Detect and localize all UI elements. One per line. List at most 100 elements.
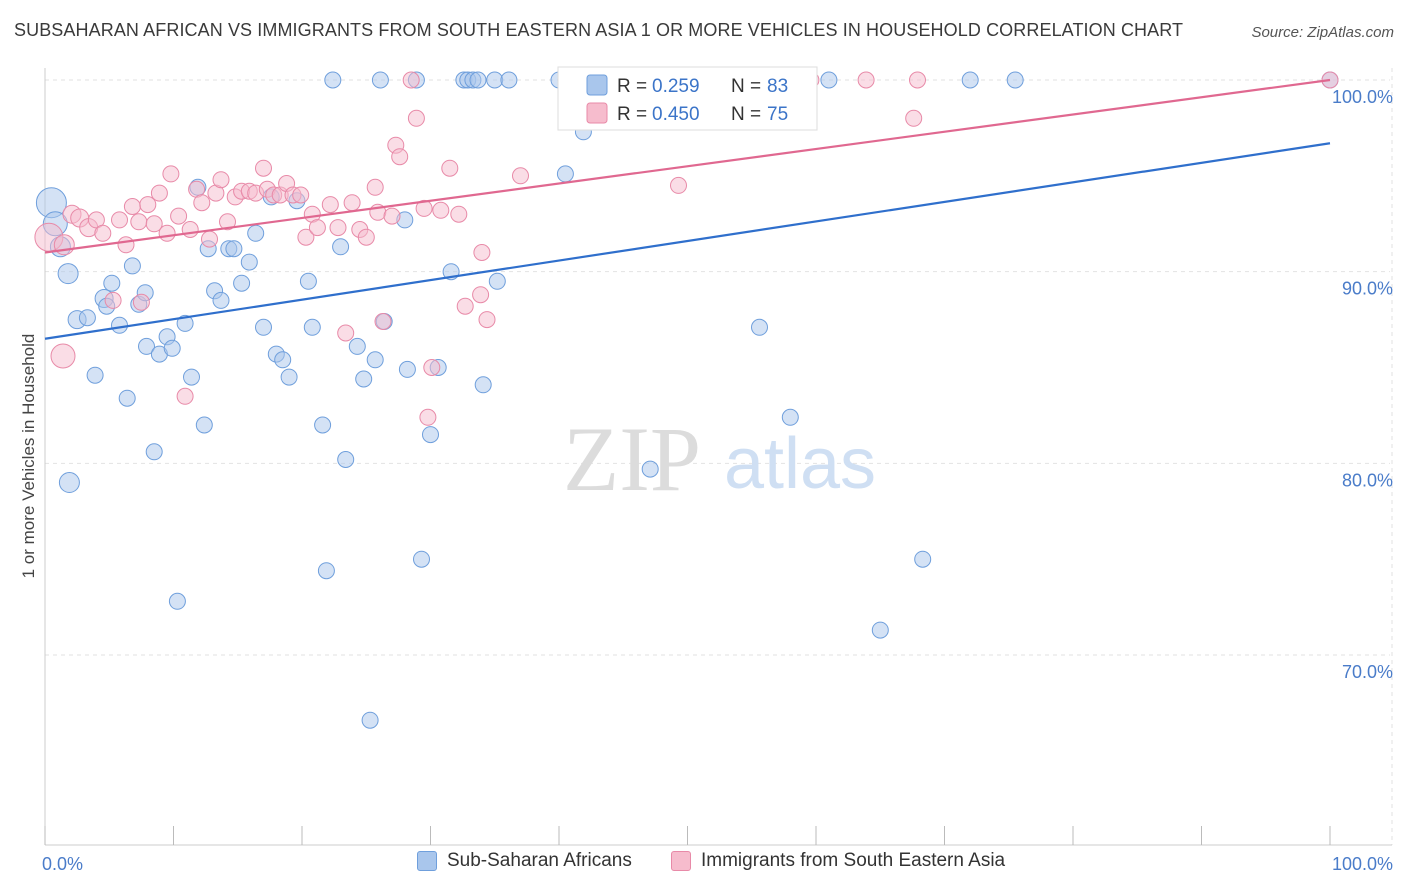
stats-n-label-pink: N = <box>731 104 761 125</box>
point-blue-56 <box>413 550 430 568</box>
point-pink-13 <box>132 293 150 311</box>
watermark: ZIP atlas <box>563 408 876 510</box>
point-blue-54 <box>398 360 416 378</box>
point-blue-6 <box>78 309 96 327</box>
point-blue-76 <box>781 408 799 426</box>
legend-item-immigrants-south-eastern-asia[interactable]: Immigrants from South Eastern Asia <box>671 850 1005 872</box>
stats-n-value-pink: 75 <box>767 104 788 125</box>
point-pink-73 <box>909 71 926 89</box>
point-pink-56 <box>415 199 433 217</box>
y-tick-label-2: 80.0% <box>1342 470 1393 490</box>
trend-line-pink <box>44 78 1331 254</box>
y-axis-label: 1 or more Vehicles in Household <box>19 334 38 579</box>
point-blue-77 <box>820 71 838 89</box>
point-blue-37 <box>274 351 292 369</box>
point-blue-80 <box>961 71 979 89</box>
point-blue-16 <box>138 337 155 355</box>
point-pink-61 <box>450 205 468 223</box>
point-pink-55 <box>407 109 425 127</box>
point-blue-17 <box>145 443 163 461</box>
stats-swatch-blue <box>586 74 608 96</box>
point-blue-50 <box>366 351 384 369</box>
point-blue-47 <box>348 337 366 355</box>
point-pink-18 <box>162 165 180 183</box>
point-pink-11 <box>123 198 141 215</box>
series-sub-saharan-africans <box>35 71 1339 729</box>
watermark-atlas: atlas <box>724 424 876 504</box>
point-pink-65 <box>478 311 496 329</box>
point-pink-15 <box>145 215 163 233</box>
point-pink-72 <box>905 109 923 127</box>
point-pink-63 <box>472 286 490 304</box>
point-blue-49 <box>361 711 379 729</box>
point-pink-32 <box>255 159 272 177</box>
point-blue-21 <box>168 592 186 610</box>
legend-swatch-blue <box>417 851 437 871</box>
point-pink-60 <box>441 159 459 177</box>
point-pink-39 <box>297 228 315 246</box>
stats-r-label-blue: R = <box>617 76 647 97</box>
point-pink-9 <box>111 211 128 229</box>
point-pink-68 <box>670 176 687 194</box>
point-pink-12 <box>130 213 148 231</box>
point-blue-66 <box>488 272 506 290</box>
stats-r-value-blue: 0.259 <box>652 76 700 97</box>
axis-layer: 100.0% 90.0% 80.0% 70.0% 0.0% 100.0% <box>42 68 1393 874</box>
point-blue-57 <box>422 426 439 444</box>
stats-r-label-pink: R = <box>617 104 647 125</box>
point-blue-75 <box>751 318 768 336</box>
point-blue-63 <box>469 71 487 89</box>
point-blue-67 <box>500 71 518 89</box>
point-pink-59 <box>432 201 450 219</box>
stats-r-value-pink: 0.450 <box>652 104 700 125</box>
point-blue-78 <box>871 621 889 639</box>
point-pink-10 <box>117 236 135 254</box>
y-tick-label-3: 70.0% <box>1342 662 1393 682</box>
point-pink-66 <box>512 167 529 185</box>
point-blue-5 <box>58 472 80 493</box>
point-blue-32 <box>240 253 258 271</box>
point-blue-43 <box>317 562 335 580</box>
source-credit: Source: ZipAtlas.com <box>1251 24 1394 41</box>
legend-swatch-pink <box>671 851 691 871</box>
point-pink-16 <box>150 184 168 202</box>
point-pink-45 <box>343 194 361 212</box>
point-pink-57 <box>419 408 437 426</box>
point-pink-1 <box>50 343 76 369</box>
legend-label-pink: Immigrants from South Eastern Asia <box>701 850 1006 871</box>
point-pink-54 <box>402 71 420 89</box>
point-pink-7 <box>94 224 112 242</box>
point-pink-71 <box>857 71 875 89</box>
y-tick-label-1: 90.0% <box>1342 279 1393 299</box>
x-tick-label-1: 100.0% <box>1332 854 1393 874</box>
point-pink-20 <box>176 387 194 405</box>
point-pink-24 <box>201 230 218 248</box>
point-blue-48 <box>355 370 373 388</box>
point-blue-46 <box>337 451 355 468</box>
point-pink-17 <box>158 224 176 242</box>
point-blue-34 <box>255 318 272 336</box>
point-pink-47 <box>357 228 375 246</box>
point-blue-3 <box>57 263 79 285</box>
point-pink-43 <box>329 219 347 237</box>
point-pink-53 <box>391 148 409 166</box>
point-blue-69 <box>556 165 574 183</box>
point-blue-10 <box>103 274 121 292</box>
point-blue-65 <box>486 71 504 89</box>
x-tick-label-0: 0.0% <box>42 854 83 874</box>
point-blue-12 <box>118 389 136 407</box>
point-blue-25 <box>195 416 213 434</box>
point-blue-44 <box>324 71 342 89</box>
trend-lines <box>44 78 1331 340</box>
legend: Sub-Saharan Africans Immigrants from Sou… <box>0 850 1406 880</box>
chart-title: SUBSAHARAN AFRICAN VS IMMIGRANTS FROM SO… <box>14 20 1184 40</box>
point-pink-38 <box>292 186 310 204</box>
point-pink-62 <box>456 297 474 315</box>
point-pink-21 <box>181 221 199 238</box>
point-blue-81 <box>1006 71 1024 89</box>
point-pink-42 <box>321 196 339 214</box>
point-blue-33 <box>247 224 265 242</box>
stats-n-value-blue: 83 <box>767 76 788 97</box>
legend-item-sub-saharan-africans[interactable]: Sub-Saharan Africans <box>417 850 632 872</box>
point-pink-14 <box>139 196 157 214</box>
